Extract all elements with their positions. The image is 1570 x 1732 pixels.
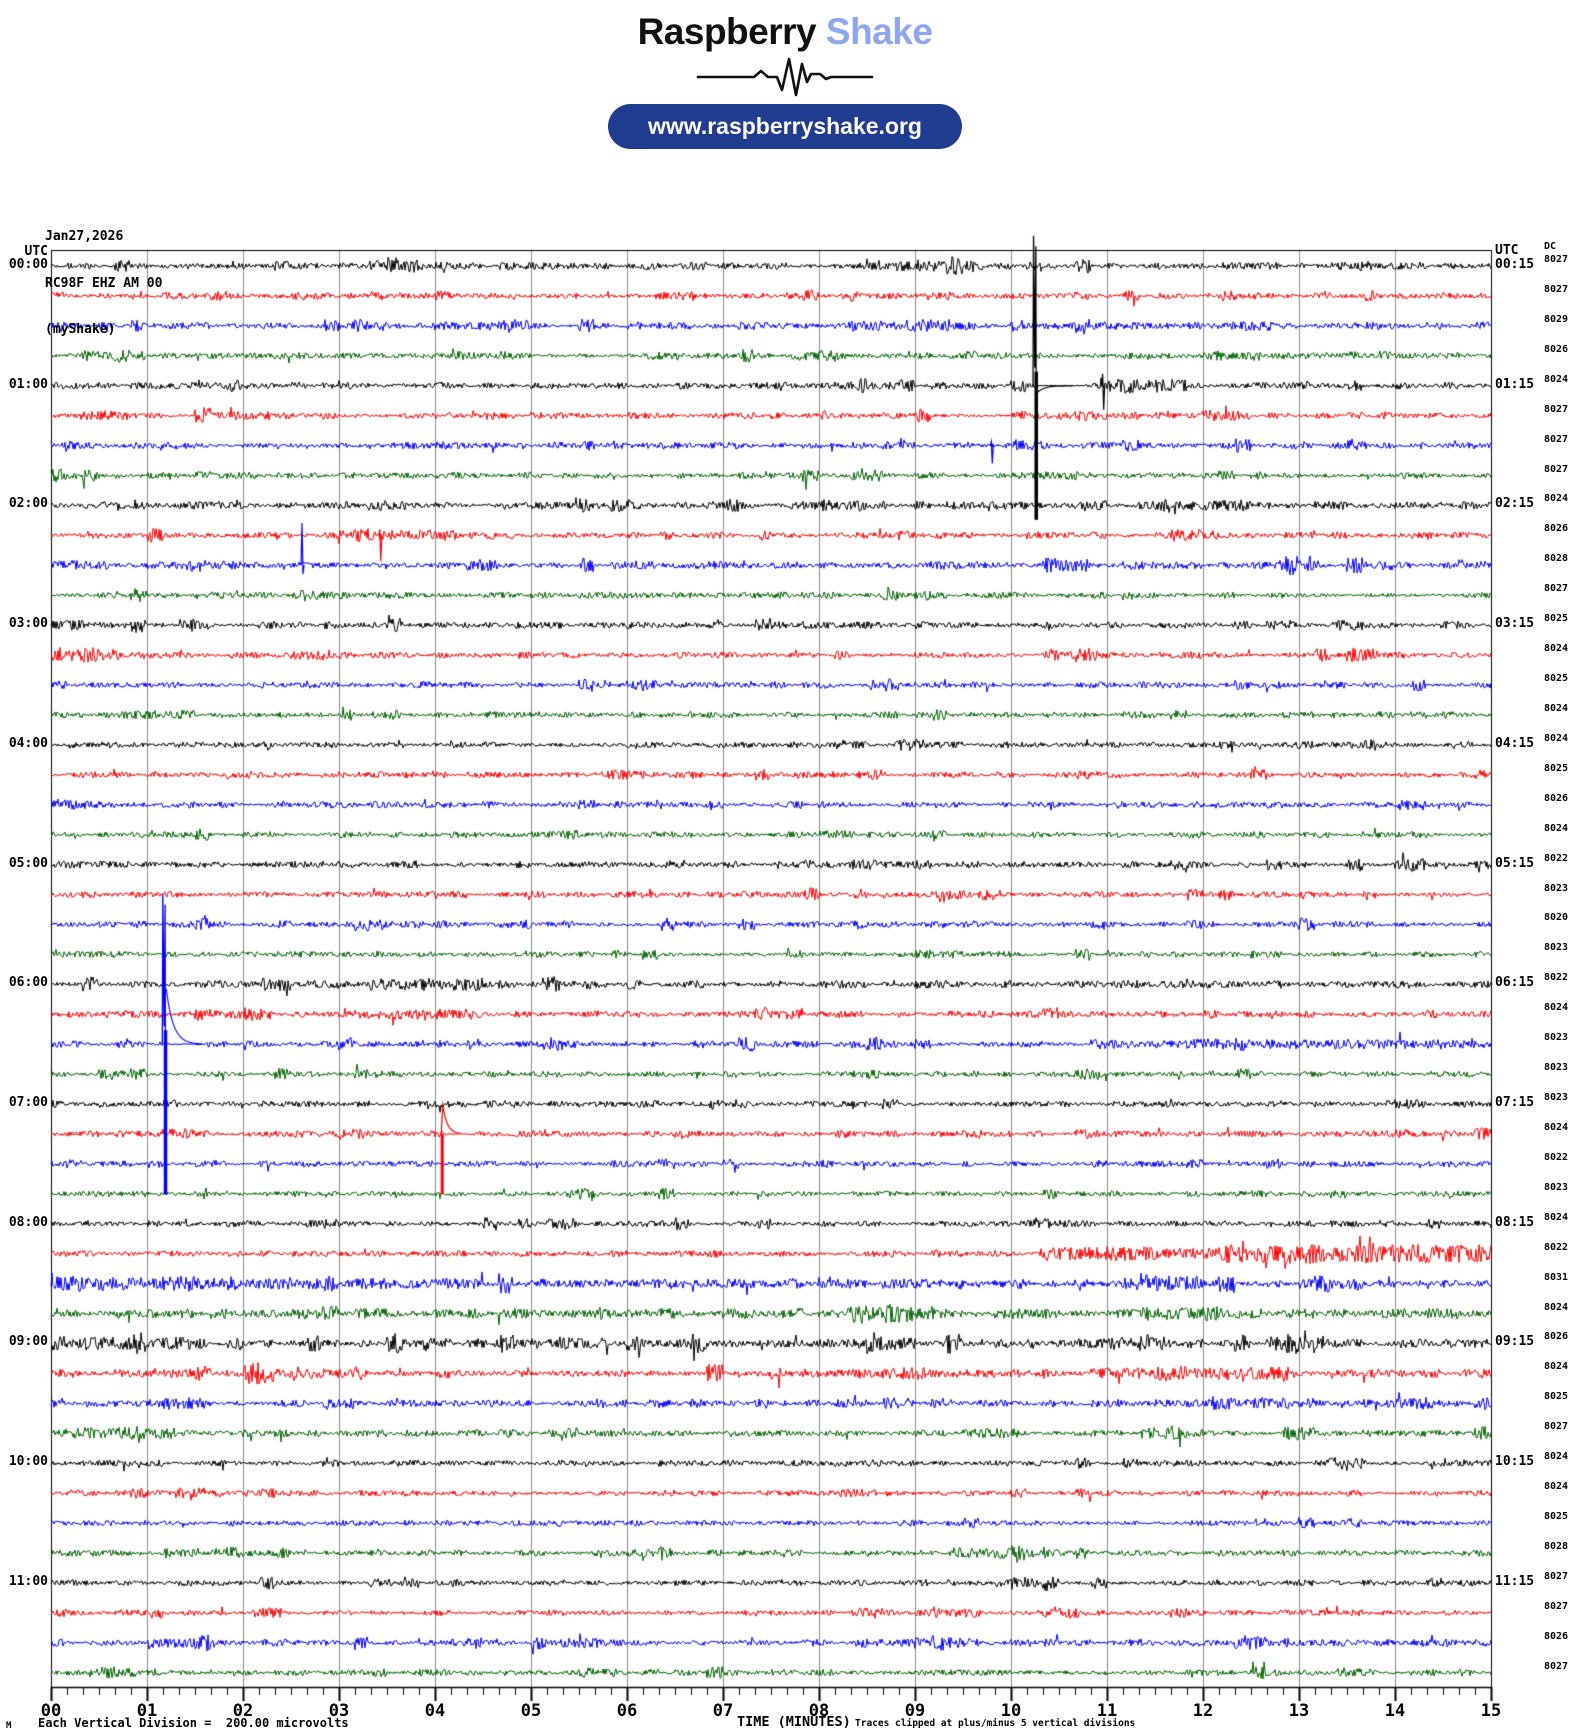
logo-text-raspberry: Raspberry — [637, 11, 817, 52]
website-link-button[interactable]: www.raspberryshake.org — [608, 104, 962, 149]
logo: Raspberry Shake — [0, 12, 1570, 52]
station-date: Jan27,2026 — [45, 229, 124, 244]
waveform-icon — [0, 54, 1570, 100]
logo-text-shake: Shake — [825, 11, 933, 52]
station-network: (myShake) — [45, 322, 116, 337]
page-header: Raspberry Shake www.raspberryshake.org — [0, 12, 1570, 149]
station-id: RC98F EHZ AM 00 — [45, 275, 163, 291]
station-info: Jan27,2026 RC98F EHZ AM 00 (myShake) — [45, 198, 162, 353]
